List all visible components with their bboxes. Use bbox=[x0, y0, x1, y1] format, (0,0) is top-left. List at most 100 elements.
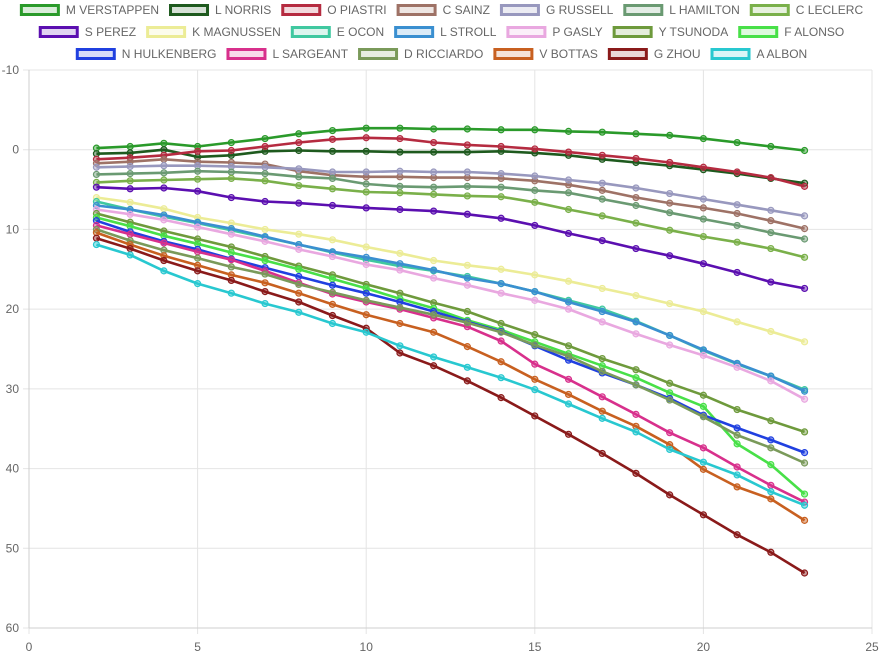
data-point[interactable] bbox=[328, 236, 337, 244]
data-point[interactable] bbox=[531, 271, 539, 279]
data-point[interactable] bbox=[699, 195, 708, 203]
data-point[interactable] bbox=[666, 252, 674, 260]
data-point[interactable] bbox=[261, 163, 269, 171]
data-point[interactable] bbox=[632, 410, 640, 418]
data-point[interactable] bbox=[463, 377, 471, 385]
data-point[interactable] bbox=[699, 402, 708, 410]
data-point[interactable] bbox=[699, 163, 708, 171]
data-point[interactable] bbox=[598, 414, 606, 422]
data-point[interactable] bbox=[295, 165, 303, 173]
data-point[interactable] bbox=[666, 226, 674, 234]
data-point[interactable] bbox=[767, 548, 775, 556]
data-point[interactable] bbox=[126, 185, 134, 193]
data-point[interactable] bbox=[328, 288, 337, 297]
data-point[interactable] bbox=[328, 135, 337, 143]
data-point[interactable] bbox=[430, 256, 438, 265]
data-point[interactable] bbox=[564, 352, 573, 360]
data-point[interactable] bbox=[92, 163, 101, 171]
data-point[interactable] bbox=[564, 277, 573, 285]
legend-item-c-leclerc[interactable]: C LECLERC bbox=[749, 3, 863, 17]
data-point[interactable] bbox=[497, 319, 505, 328]
data-point[interactable] bbox=[733, 268, 741, 277]
data-point[interactable] bbox=[362, 311, 370, 319]
data-point[interactable] bbox=[463, 182, 471, 190]
data-point[interactable] bbox=[126, 210, 134, 218]
data-point[interactable] bbox=[800, 225, 809, 233]
data-point[interactable] bbox=[160, 227, 168, 235]
data-point[interactable] bbox=[632, 381, 640, 389]
data-point[interactable] bbox=[666, 331, 674, 340]
data-point[interactable] bbox=[564, 342, 573, 350]
data-point[interactable] bbox=[328, 174, 337, 183]
data-point[interactable] bbox=[194, 175, 202, 183]
legend-item-m-verstappen[interactable]: M VERSTAPPEN bbox=[19, 3, 159, 17]
data-point[interactable] bbox=[194, 187, 202, 195]
data-point[interactable] bbox=[295, 240, 303, 249]
data-point[interactable] bbox=[92, 234, 101, 242]
data-point[interactable] bbox=[699, 511, 708, 519]
data-point[interactable] bbox=[699, 260, 708, 268]
data-point[interactable] bbox=[463, 168, 471, 176]
data-point[interactable] bbox=[295, 146, 303, 155]
data-point[interactable] bbox=[632, 193, 640, 202]
data-point[interactable] bbox=[160, 205, 168, 213]
data-point[interactable] bbox=[598, 449, 606, 458]
legend-item-o-piastri[interactable]: O PIASTRI bbox=[281, 3, 387, 17]
data-point[interactable] bbox=[126, 158, 134, 166]
data-point[interactable] bbox=[767, 417, 775, 425]
data-point[interactable] bbox=[92, 178, 101, 186]
data-point[interactable] bbox=[632, 201, 640, 210]
data-point[interactable] bbox=[564, 375, 573, 383]
data-point[interactable] bbox=[328, 126, 337, 135]
data-point[interactable] bbox=[632, 244, 640, 253]
data-point[interactable] bbox=[430, 207, 438, 215]
data-point[interactable] bbox=[800, 253, 809, 261]
data-point[interactable] bbox=[598, 179, 606, 187]
data-point[interactable] bbox=[160, 267, 168, 275]
data-point[interactable] bbox=[194, 147, 202, 155]
data-point[interactable] bbox=[497, 358, 505, 366]
data-point[interactable] bbox=[800, 395, 809, 403]
data-point[interactable] bbox=[598, 407, 606, 415]
legend-item-p-gasly[interactable]: P GASLY bbox=[506, 25, 603, 39]
data-point[interactable] bbox=[497, 394, 505, 402]
data-point[interactable] bbox=[160, 162, 168, 170]
data-point[interactable] bbox=[800, 146, 809, 155]
data-point[interactable] bbox=[531, 341, 539, 349]
data-point[interactable] bbox=[733, 431, 741, 439]
data-point[interactable] bbox=[632, 184, 640, 192]
data-point[interactable] bbox=[227, 168, 235, 176]
data-point[interactable] bbox=[666, 445, 674, 454]
data-point[interactable] bbox=[261, 299, 269, 308]
data-point[interactable] bbox=[800, 338, 809, 346]
data-point[interactable] bbox=[767, 217, 775, 225]
data-point[interactable] bbox=[497, 193, 505, 201]
data-point[interactable] bbox=[531, 186, 539, 194]
data-point[interactable] bbox=[666, 199, 674, 207]
data-point[interactable] bbox=[430, 138, 438, 147]
data-point[interactable] bbox=[227, 193, 235, 202]
data-point[interactable] bbox=[564, 298, 573, 306]
data-point[interactable] bbox=[160, 252, 168, 260]
data-point[interactable] bbox=[800, 387, 809, 395]
data-point[interactable] bbox=[699, 458, 708, 466]
data-point[interactable] bbox=[497, 328, 505, 336]
data-point[interactable] bbox=[733, 209, 741, 218]
legend-item-n-hulkenberg[interactable]: N HULKENBERG bbox=[75, 47, 216, 61]
data-point[interactable] bbox=[227, 174, 235, 183]
data-point[interactable] bbox=[430, 125, 438, 133]
data-point[interactable] bbox=[160, 155, 168, 163]
data-point[interactable] bbox=[126, 198, 134, 206]
data-point[interactable] bbox=[598, 284, 606, 293]
data-point[interactable] bbox=[564, 176, 573, 184]
data-point[interactable] bbox=[160, 211, 168, 219]
data-point[interactable] bbox=[531, 412, 539, 420]
data-point[interactable] bbox=[497, 265, 505, 273]
data-point[interactable] bbox=[564, 127, 573, 135]
data-point[interactable] bbox=[767, 444, 775, 452]
data-point[interactable] bbox=[733, 405, 741, 414]
data-point[interactable] bbox=[463, 307, 471, 316]
data-point[interactable] bbox=[564, 189, 573, 197]
data-point[interactable] bbox=[194, 267, 202, 275]
data-point[interactable] bbox=[362, 147, 370, 155]
